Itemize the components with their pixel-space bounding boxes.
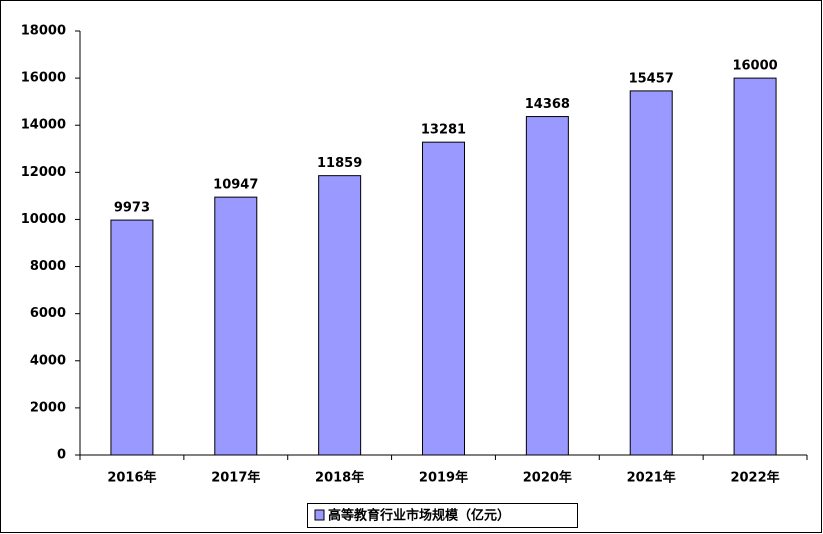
y-tick-label: 14000	[21, 118, 66, 133]
x-tick-label: 2022年	[730, 470, 779, 486]
x-tick-label: 2018年	[315, 470, 364, 486]
bar	[214, 196, 258, 456]
y-tick-label: 0	[57, 448, 66, 463]
data-label: 11859	[317, 156, 362, 171]
x-tick-label: 2016年	[107, 470, 156, 486]
data-label: 15457	[629, 71, 674, 86]
legend-label: 高等教育行业市场规模（亿元）	[328, 508, 510, 524]
y-tick-label: 12000	[21, 165, 66, 180]
x-tick-label: 2021年	[627, 470, 676, 486]
y-tick-label: 16000	[21, 71, 66, 86]
legend-frame	[307, 503, 578, 528]
legend-swatch	[314, 509, 325, 521]
bar	[525, 116, 569, 456]
y-tick-label: 6000	[30, 306, 66, 321]
y-tick-label: 2000	[30, 400, 66, 415]
bar	[629, 90, 673, 456]
data-label: 13281	[421, 123, 466, 138]
y-tick-label: 4000	[30, 353, 66, 368]
bar	[422, 141, 465, 456]
y-tick-label: 8000	[30, 259, 66, 274]
bar	[110, 219, 154, 456]
x-tick-label: 2019年	[419, 470, 468, 486]
bar	[318, 175, 362, 456]
x-tick-label: 2020年	[523, 470, 572, 486]
data-label: 14368	[525, 97, 570, 112]
data-label: 9973	[114, 201, 150, 216]
y-tick-label: 18000	[21, 24, 66, 39]
data-label: 10947	[213, 178, 258, 193]
x-tick-label: 2017年	[211, 470, 260, 486]
y-tick-label: 10000	[21, 212, 66, 227]
bar	[733, 77, 777, 456]
data-label: 16000	[732, 59, 777, 74]
